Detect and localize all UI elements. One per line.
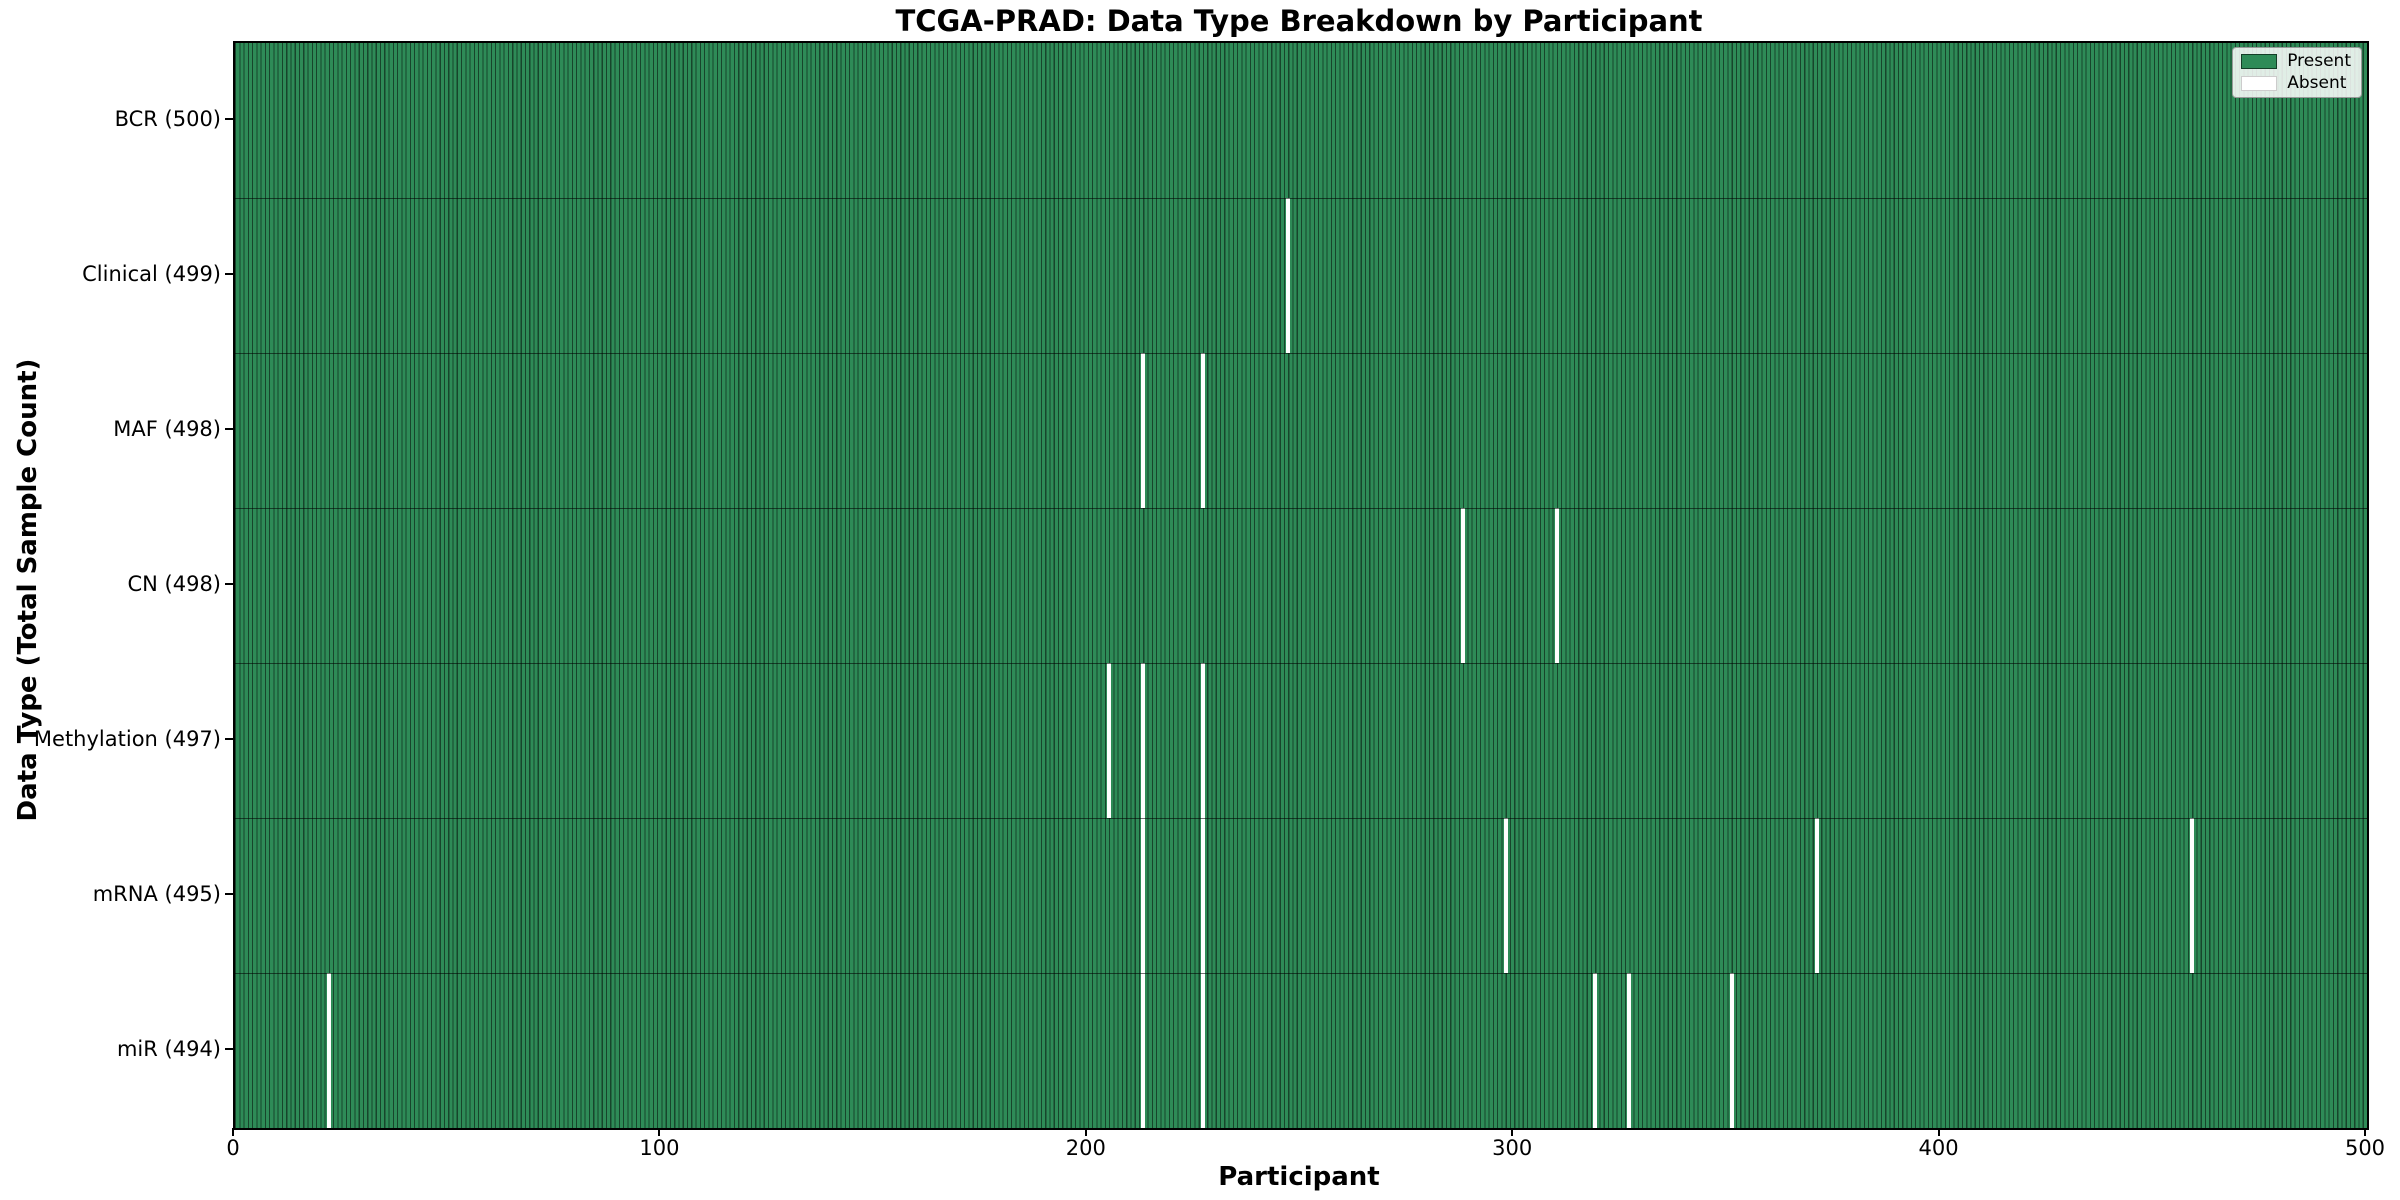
row-mir [235, 973, 2367, 1128]
y-tick-label-cn: CN (498) [127, 571, 221, 596]
row-separator [235, 973, 2367, 975]
absent-mark-cn-288 [1460, 508, 1466, 663]
absent-mark-maf-227 [1200, 353, 1206, 508]
x-tick-mark [1511, 1128, 1514, 1136]
x-tick-mark [1084, 1128, 1087, 1136]
row-methylation [235, 663, 2367, 818]
x-tick-label-100: 100 [639, 1136, 680, 1160]
row-clinical [235, 198, 2367, 353]
legend-present-label: Present [2287, 51, 2351, 71]
row-maf [235, 353, 2367, 508]
x-tick-label-500: 500 [2344, 1136, 2386, 1160]
y-tick-label-bcr: BCR (500) [114, 106, 221, 131]
y-tick-mark [225, 582, 233, 585]
legend-absent-swatch [2241, 76, 2278, 91]
row-separator [235, 663, 2367, 665]
absent-mark-mir-327 [1627, 973, 1632, 1128]
x-tick-mark [232, 1128, 234, 1136]
legend-entry-present: Present [2241, 53, 2351, 70]
row-separator [235, 353, 2367, 355]
y-tick-label-maf: MAF (498) [113, 416, 221, 441]
y-tick-mark [225, 892, 233, 895]
absent-mark-mir-227 [1200, 973, 1206, 1128]
y-tick-mark [225, 737, 233, 740]
absent-mark-mrna-371 [1814, 818, 1820, 973]
row-separator [235, 198, 2367, 200]
absent-mark-clinical-247 [1286, 198, 1291, 353]
absent-mark-mir-319 [1593, 973, 1598, 1128]
y-tick-label-clinical: Clinical (499) [82, 261, 221, 286]
row-cn [235, 508, 2367, 663]
absent-mark-mir-22 [326, 973, 331, 1128]
absent-mark-mrna-298 [1503, 818, 1508, 973]
plot-area: Present Absent [233, 41, 2369, 1130]
absent-mark-methylation-213 [1141, 663, 1146, 818]
legend-entry-absent: Absent [2241, 75, 2351, 92]
absent-mark-cn-310 [1554, 508, 1559, 663]
absent-mark-mrna-459 [2190, 818, 2195, 973]
y-tick-mark [225, 272, 233, 275]
y-tick-label-mrna: mRNA (495) [92, 881, 221, 906]
y-tick-mark [225, 1047, 233, 1050]
y-tick-mark [225, 117, 233, 120]
x-tick-label-400: 400 [1918, 1136, 1959, 1160]
absent-mark-maf-213 [1141, 353, 1146, 508]
chart-title: TCGA-PRAD: Data Type Breakdown by Partic… [895, 4, 1703, 38]
legend-present-swatch [2241, 54, 2278, 69]
row-bcr [235, 43, 2367, 198]
legend-absent-label: Absent [2287, 73, 2347, 93]
x-tick-label-0: 0 [226, 1136, 240, 1160]
row-separator [235, 818, 2367, 820]
x-tick-mark [2364, 1128, 2366, 1136]
row-mrna [235, 818, 2367, 973]
x-tick-label-300: 300 [1492, 1136, 1533, 1160]
absent-mark-mrna-227 [1200, 818, 1206, 973]
y-tick-label-methylation: Methylation (497) [33, 726, 221, 751]
row-separator [235, 508, 2367, 510]
absent-mark-mrna-213 [1141, 818, 1146, 973]
x-tick-mark [1937, 1128, 1940, 1136]
absent-mark-methylation-227 [1200, 663, 1206, 818]
absent-mark-mir-351 [1729, 973, 1734, 1128]
legend: Present Absent [2232, 47, 2362, 98]
x-axis-label: Participant [1218, 1162, 1380, 1192]
x-tick-label-200: 200 [1065, 1136, 1106, 1160]
absent-mark-mir-213 [1141, 973, 1146, 1128]
absent-mark-methylation-205 [1106, 663, 1112, 818]
y-tick-mark [225, 427, 233, 430]
x-tick-mark [658, 1128, 661, 1136]
y-tick-label-mir: miR (494) [116, 1036, 221, 1061]
